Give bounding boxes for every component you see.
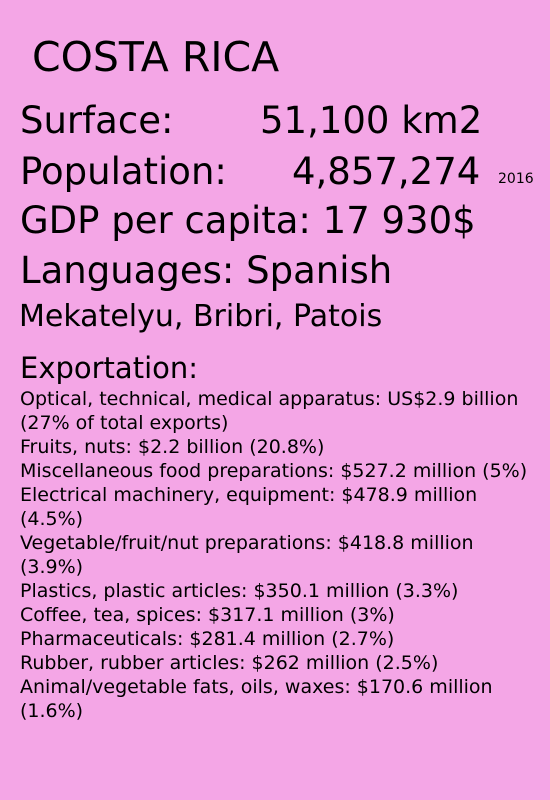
export-item: Rubber, rubber articles: $262 million (2… — [20, 652, 439, 674]
surface-value: 51,100 km2 — [260, 99, 483, 142]
gdp-per-capita: GDP per capita: 17 930$ — [20, 199, 476, 242]
export-item: Coffee, tea, spices: $317.1 million (3%) — [20, 604, 395, 626]
export-item: Vegetable/fruit/nut preparations: $418.8… — [20, 532, 474, 578]
export-item: Animal/vegetable fats, oils, waxes: $170… — [20, 676, 493, 722]
population-value: 4,857,274 — [292, 150, 481, 193]
exportation-heading: Exportation: — [20, 351, 199, 385]
surface-label: Surface: — [20, 99, 174, 142]
export-item: Fruits, nuts: $2.2 billion (20.8%) — [20, 436, 325, 458]
export-item: Optical, technical, medical apparatus: U… — [20, 388, 519, 434]
export-item: Pharmaceuticals: $281.4 million (2.7%) — [20, 628, 395, 650]
exportation-list: Optical, technical, medical apparatus: U… — [20, 387, 530, 723]
languages-primary: Languages: Spanish — [20, 249, 393, 292]
country-title: COSTA RICA — [32, 33, 280, 81]
languages-others: Mekatelyu, Bribri, Patois — [19, 299, 383, 334]
export-item: Miscellaneous food preparations: $527.2 … — [20, 460, 528, 482]
population-label: Population: — [20, 150, 227, 193]
export-item: Electrical machinery, equipment: $478.9 … — [20, 484, 478, 530]
population-year: 2016 — [498, 171, 534, 187]
export-item: Plastics, plastic articles: $350.1 milli… — [20, 580, 459, 602]
